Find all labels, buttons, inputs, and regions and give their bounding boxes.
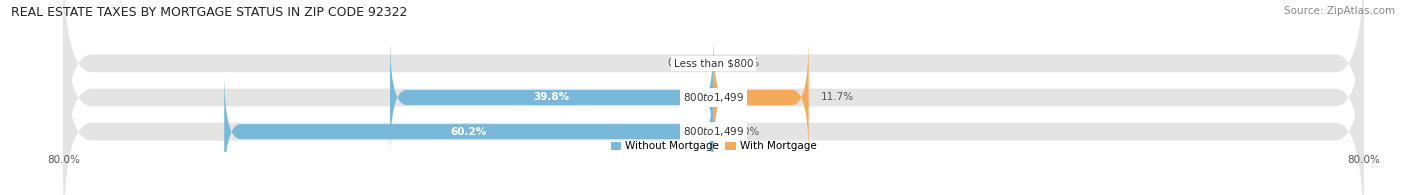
FancyBboxPatch shape xyxy=(63,0,1364,195)
Text: $800 to $1,499: $800 to $1,499 xyxy=(683,91,744,104)
Text: 0.0%: 0.0% xyxy=(734,58,761,68)
FancyBboxPatch shape xyxy=(224,71,713,192)
Text: 60.2%: 60.2% xyxy=(451,127,486,137)
FancyBboxPatch shape xyxy=(389,37,713,158)
FancyBboxPatch shape xyxy=(713,37,808,158)
Text: Source: ZipAtlas.com: Source: ZipAtlas.com xyxy=(1284,6,1395,16)
Text: $800 to $1,499: $800 to $1,499 xyxy=(683,125,744,138)
Text: 11.7%: 11.7% xyxy=(821,92,853,103)
Text: Less than $800: Less than $800 xyxy=(673,58,754,68)
Text: 0.0%: 0.0% xyxy=(666,58,693,68)
FancyBboxPatch shape xyxy=(63,21,1364,195)
FancyBboxPatch shape xyxy=(63,0,1364,174)
Legend: Without Mortgage, With Mortgage: Without Mortgage, With Mortgage xyxy=(606,137,821,156)
Text: REAL ESTATE TAXES BY MORTGAGE STATUS IN ZIP CODE 92322: REAL ESTATE TAXES BY MORTGAGE STATUS IN … xyxy=(11,6,408,19)
Text: 39.8%: 39.8% xyxy=(534,92,569,103)
Text: 0.0%: 0.0% xyxy=(734,127,761,137)
